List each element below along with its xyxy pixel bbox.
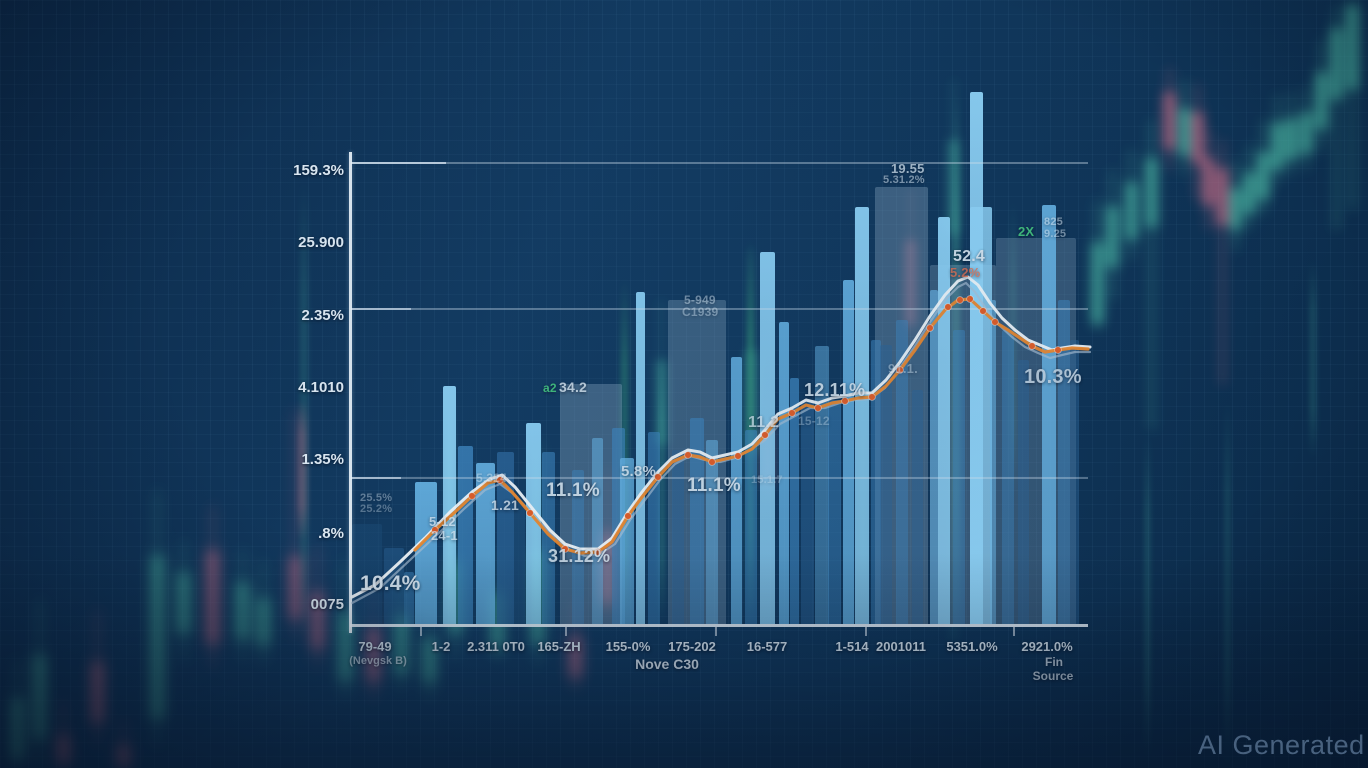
ai-generated-watermark: AI Generated <box>1198 730 1365 760</box>
